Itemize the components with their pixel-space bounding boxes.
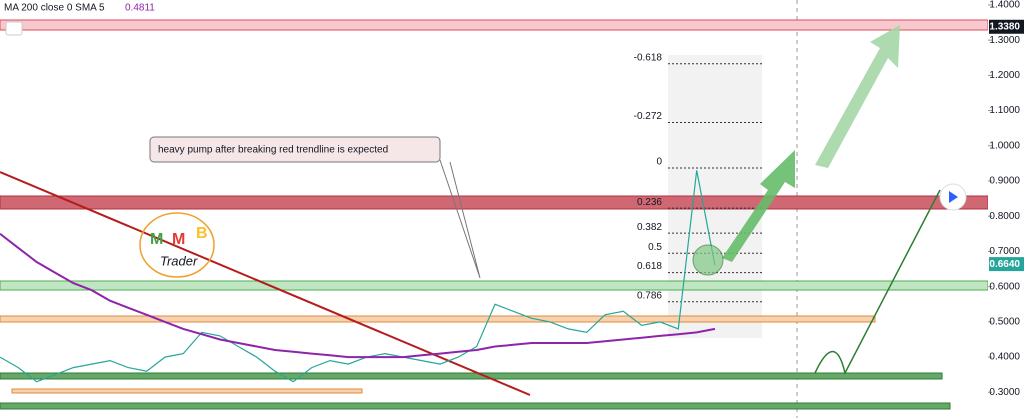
- play-icon: [949, 191, 958, 203]
- support-zone: [0, 315, 876, 323]
- y-tick-label: 0.6000: [989, 281, 1020, 292]
- y-tick-label: 0.9000: [989, 176, 1020, 187]
- logo-text: Trader: [160, 253, 198, 268]
- price-label: 1.3380: [989, 21, 1020, 32]
- fib-label: 0.618: [637, 261, 662, 272]
- y-tick-label: 0.3000: [989, 387, 1020, 398]
- y-tick-label: 0.5000: [989, 317, 1020, 328]
- y-tick-label: 0.4000: [989, 352, 1020, 363]
- support-zone: [0, 402, 951, 410]
- collapse-button[interactable]: [5, 21, 23, 36]
- fib-label: 0.382: [637, 222, 662, 233]
- legend-title: MA 200 close 0 SMA 5: [4, 3, 105, 14]
- support-zone: [11, 388, 363, 394]
- trendline: [0, 171, 531, 396]
- fib-label: 0.5: [648, 242, 662, 253]
- logo-ring: [139, 212, 215, 278]
- arrow: [815, 25, 900, 168]
- y-tick-label: 1.3000: [989, 35, 1020, 46]
- price-axis: [988, 0, 1024, 418]
- price-label: 0.6640: [989, 259, 1020, 270]
- support-zone: [0, 372, 943, 380]
- y-tick-label: 0.7000: [989, 246, 1020, 257]
- resistance-zone: [0, 19, 989, 31]
- arrow: [722, 150, 795, 262]
- price-label-box: [989, 257, 1024, 272]
- series-line: [0, 233, 716, 359]
- fib-label: -0.272: [634, 111, 663, 122]
- highlight: [692, 244, 724, 276]
- y-tick-label: 0.8000: [989, 211, 1020, 222]
- y-tick-label: 1.1000: [989, 105, 1020, 116]
- annotation-pointer: [439, 159, 481, 279]
- y-tick-label: 1.0000: [989, 140, 1020, 151]
- logo-letter: B: [196, 225, 208, 242]
- series-line: [0, 170, 716, 383]
- logo-letter: M: [150, 231, 163, 248]
- annotation-box: [149, 136, 441, 163]
- resistance-zone: [0, 195, 989, 210]
- price-label-box: [989, 19, 1024, 34]
- y-tick-label: 1.2000: [989, 70, 1020, 81]
- y-tick-label: 1.4000: [989, 0, 1020, 11]
- fib-label: 0.786: [637, 290, 662, 301]
- support-zone: [0, 280, 989, 291]
- projection: [814, 189, 941, 376]
- annotation: heavy pump after breaking red trendline …: [158, 145, 388, 156]
- fib-label: 0.236: [637, 197, 662, 208]
- legend-value: 0.4811: [125, 3, 155, 14]
- fib-label: -0.618: [634, 52, 663, 63]
- fib-label: 0: [656, 157, 662, 168]
- logo-letter: M: [172, 231, 185, 248]
